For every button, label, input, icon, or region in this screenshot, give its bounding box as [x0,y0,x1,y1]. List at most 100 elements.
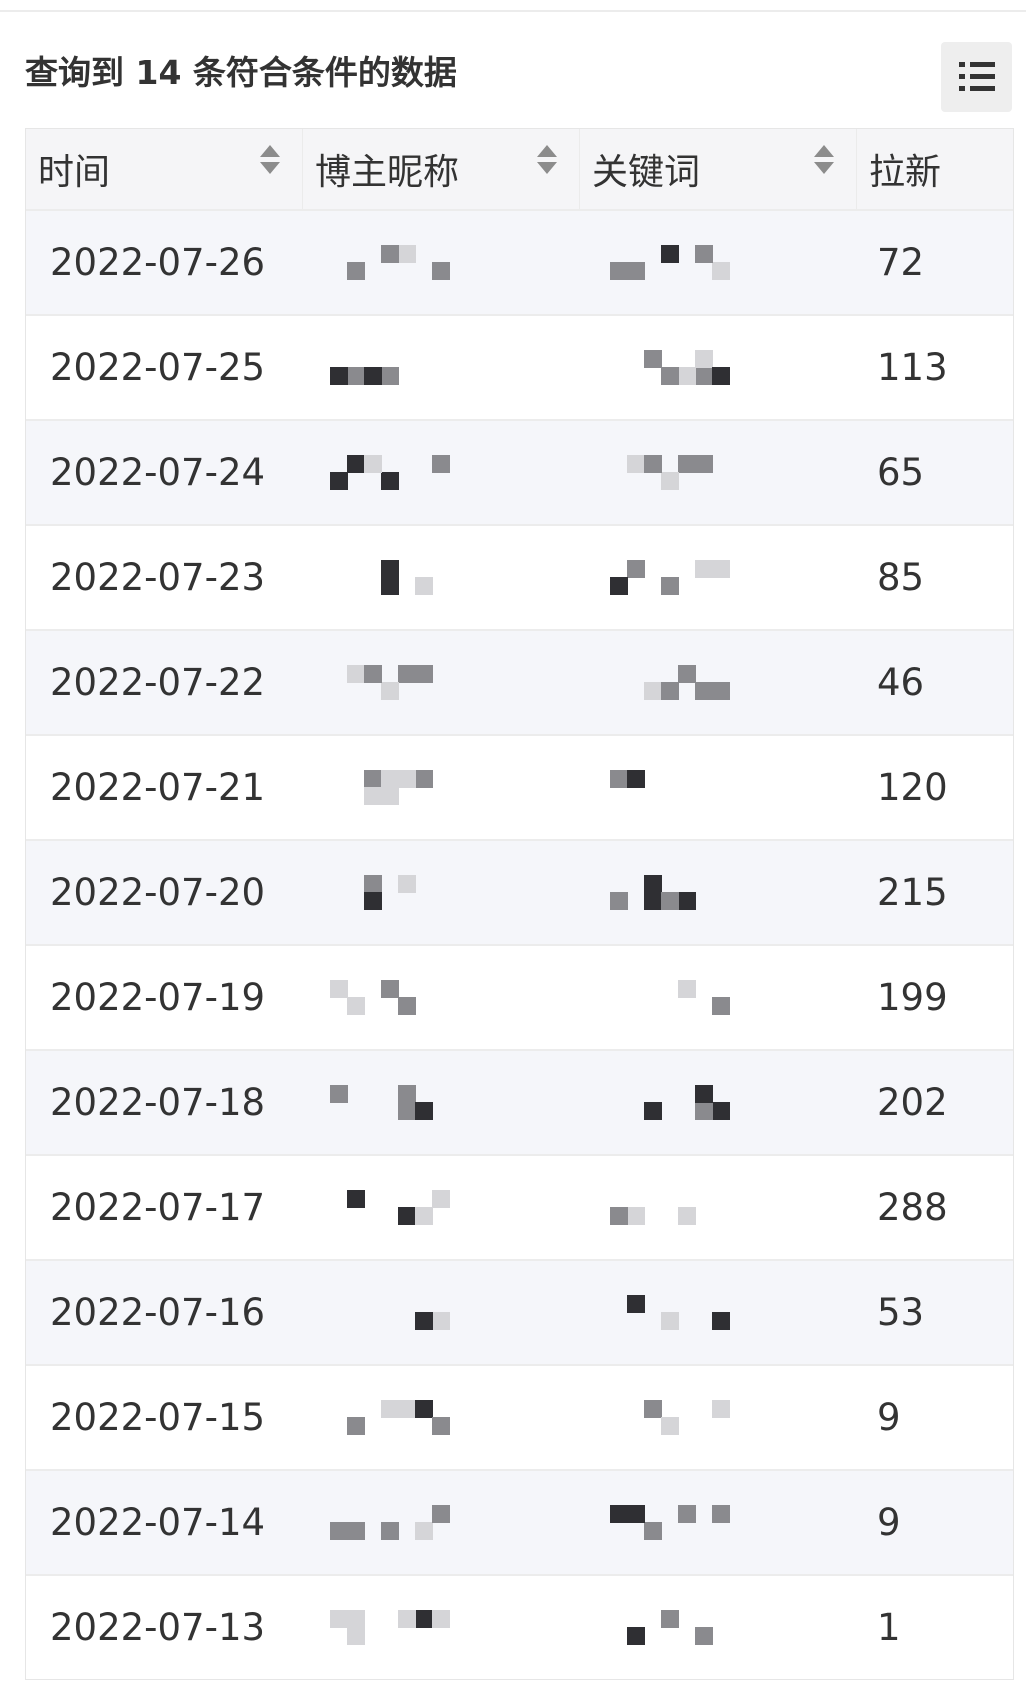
mosaic-block [415,1207,433,1225]
keyword-cell [580,526,857,629]
table-header: 时间 博主昵称 关键词 拉新 [26,129,1013,211]
table-row[interactable]: 2022-07-13 1 [26,1576,1013,1679]
mosaic-block [712,1102,730,1120]
redacted-mosaic [303,1366,580,1469]
column-label: 时间 [38,152,111,193]
date-cell: 2022-07-26 [50,241,266,284]
mosaic-block [415,1312,433,1330]
mosaic-block [432,1417,450,1435]
table-row[interactable]: 2022-07-22 46 [26,631,1013,736]
new-users-cell: 1 [877,1606,901,1649]
blogger-cell [303,1471,580,1574]
new-users-cell: 9 [877,1396,901,1439]
keyword-cell [580,946,857,1049]
redacted-mosaic [303,1261,580,1364]
mosaic-block [398,245,416,263]
mosaic-block [627,1295,645,1313]
table-row[interactable]: 2022-07-26 72 [26,211,1013,316]
mosaic-block [347,1190,365,1208]
mosaic-block [644,350,662,368]
mosaic-block [398,1400,416,1418]
table-row[interactable]: 2022-07-25 113 [26,316,1013,421]
redacted-mosaic [580,841,857,944]
mosaic-block [610,577,628,595]
mosaic-block [415,770,433,788]
new-users-cell: 72 [877,241,925,284]
blogger-cell [303,1576,580,1679]
sort-icon[interactable] [260,145,280,174]
new-users-cell: 215 [877,871,948,914]
mosaic-block [398,997,416,1015]
mosaic-block [347,262,365,280]
mosaic-block [678,455,696,473]
column-header-new-users[interactable]: 拉新 [857,129,1013,209]
redacted-mosaic [580,946,857,1049]
blogger-cell [303,841,580,944]
sort-icon[interactable] [537,145,557,174]
redacted-mosaic [303,316,580,419]
mosaic-block [627,770,645,788]
mosaic-block [627,1627,645,1645]
blogger-cell [303,946,580,1049]
blogger-cell [303,736,580,839]
table-row[interactable]: 2022-07-16 53 [26,1261,1013,1366]
table-row[interactable]: 2022-07-17 288 [26,1156,1013,1261]
table-row[interactable]: 2022-07-24 65 [26,421,1013,526]
table-row[interactable]: 2022-07-19 199 [26,946,1013,1051]
mosaic-block [678,367,696,385]
mosaic-block [364,875,382,893]
mosaic-block [432,262,450,280]
column-header-time[interactable]: 时间 [26,129,303,209]
mosaic-block [678,892,696,910]
mosaic-block [381,1400,399,1418]
column-header-blogger[interactable]: 博主昵称 [303,129,580,209]
mosaic-block [364,892,382,910]
mosaic-block [695,682,713,700]
new-users-cell: 85 [877,556,925,599]
mosaic-block [381,245,399,263]
table-row[interactable]: 2022-07-15 9 [26,1366,1013,1471]
mosaic-block [712,262,730,280]
column-label: 拉新 [869,152,942,193]
mosaic-block [644,892,662,910]
table-row[interactable]: 2022-07-21 120 [26,736,1013,841]
table-row[interactable]: 2022-07-20 215 [26,841,1013,946]
column-header-keyword[interactable]: 关键词 [580,129,857,209]
mosaic-block [432,1610,450,1628]
keyword-cell [580,1261,857,1364]
column-settings-button[interactable] [941,42,1012,112]
top-divider [0,10,1026,12]
redacted-mosaic [303,631,580,734]
mosaic-block [347,455,365,473]
mosaic-block [712,1505,730,1523]
mosaic-block [415,1522,433,1540]
sort-icon[interactable] [814,145,834,174]
mosaic-block [330,1610,348,1628]
keyword-cell [580,421,857,524]
table-row[interactable]: 2022-07-23 85 [26,526,1013,631]
table-row[interactable]: 2022-07-18 202 [26,1051,1013,1156]
mosaic-block [398,875,416,893]
redacted-mosaic [303,736,580,839]
blogger-cell [303,631,580,734]
new-users-cell: 120 [877,766,948,809]
mosaic-block [610,1505,628,1523]
mosaic-block [432,455,450,473]
redacted-mosaic [303,211,580,314]
column-label: 关键词 [592,152,701,193]
mosaic-block [644,1400,662,1418]
column-label: 博主昵称 [315,152,460,193]
table-body: 2022-07-26 72 2022-07-25 113 2022-07-24 65 202… [26,211,1013,1679]
mosaic-block [364,787,382,805]
mosaic-block [364,367,382,385]
new-users-cell: 202 [877,1081,948,1124]
redacted-mosaic [303,526,580,629]
redacted-mosaic [580,1366,857,1469]
blogger-cell [303,1051,580,1154]
redacted-mosaic [580,1156,857,1259]
mosaic-block [695,350,713,368]
date-cell: 2022-07-14 [50,1501,266,1544]
mosaic-block [661,245,679,263]
table-row[interactable]: 2022-07-14 9 [26,1471,1013,1576]
mosaic-block [398,1085,416,1103]
